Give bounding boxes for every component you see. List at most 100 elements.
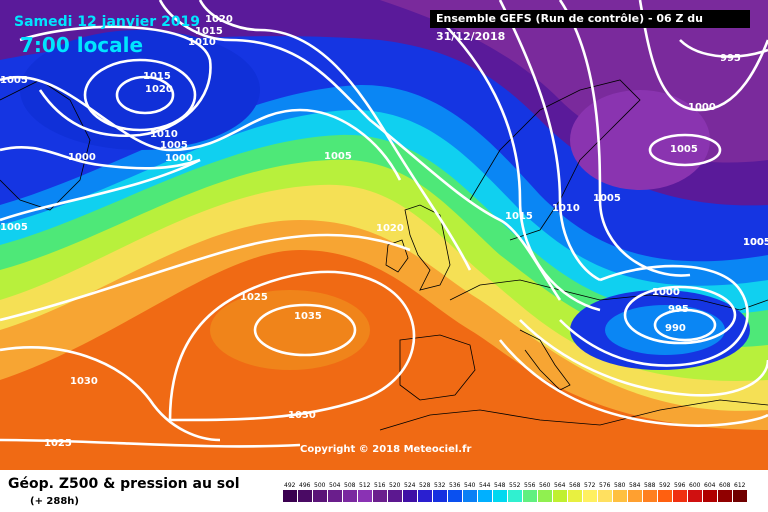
isobar-label: 1020 xyxy=(376,223,404,234)
legend-swatch xyxy=(403,490,417,502)
legend-value: 508 xyxy=(344,482,356,489)
legend-value: 564 xyxy=(554,482,566,489)
legend-value: 544 xyxy=(479,482,491,489)
legend-swatch xyxy=(568,490,582,502)
isobar-995-northeast xyxy=(679,39,768,58)
isobar-label: 1010 xyxy=(150,129,178,140)
legend-value: 532 xyxy=(434,482,446,489)
africa-coast xyxy=(379,399,768,431)
isobar-label: 1025 xyxy=(44,438,72,449)
legend-value: 516 xyxy=(374,482,386,489)
isobar-label: 1005 xyxy=(743,237,768,248)
isobar-high-1035 xyxy=(253,303,357,357)
legend-value: 496 xyxy=(299,482,311,489)
color-legend: 492 496 500 504 508 512 516 520 524 528 532 536 540 5… xyxy=(283,482,747,502)
legend-swatch xyxy=(613,490,627,502)
isobar-1015-northatlantic xyxy=(158,0,562,301)
legend-swatch xyxy=(373,490,387,502)
legend-value: 548 xyxy=(494,482,506,489)
legend-value: 580 xyxy=(614,482,626,489)
isobar-1010-northwest xyxy=(19,25,212,138)
isobar-label: 1010 xyxy=(188,37,216,48)
legend-swatch xyxy=(523,490,537,502)
isobar-label: 1005 xyxy=(324,151,352,162)
legend-swatch xyxy=(598,490,612,502)
legend-value: 500 xyxy=(314,482,326,489)
legend-swatch xyxy=(313,490,327,502)
isobar-1000-trough xyxy=(559,264,749,367)
legend-swatch xyxy=(343,490,357,502)
isobar-1020-atlantic xyxy=(198,0,472,271)
isobar-1010-central-europe xyxy=(498,0,601,282)
legend-swatch xyxy=(538,490,552,502)
isobar-1015-central-europe xyxy=(439,19,601,312)
isobar-1005-northwest xyxy=(0,76,402,181)
legend-value: 556 xyxy=(524,482,536,489)
legend-value: 592 xyxy=(659,482,671,489)
isobar-label: 995 xyxy=(720,53,741,64)
isobar-1000-eastern-europe xyxy=(638,0,768,112)
legend-value: 524 xyxy=(404,482,416,489)
isobar-1005-northeast xyxy=(648,133,722,167)
legend-swatch xyxy=(553,490,567,502)
legend-swatch xyxy=(433,490,447,502)
legend-value: 608 xyxy=(719,482,731,489)
legend-value: 536 xyxy=(449,482,461,489)
isobar-label: 1000 xyxy=(68,152,96,163)
legend-value: 512 xyxy=(359,482,371,489)
isobar-label: 1030 xyxy=(288,410,316,421)
legend-value: 568 xyxy=(569,482,581,489)
ireland-coast xyxy=(385,239,409,273)
isobar-label: 990 xyxy=(665,323,686,334)
isobar-label: 1035 xyxy=(294,311,322,322)
legend-swatch xyxy=(388,490,402,502)
italy-coast xyxy=(519,329,571,391)
isobar-label: 1000 xyxy=(165,153,193,164)
legend-swatch xyxy=(673,490,687,502)
legend-value: 552 xyxy=(509,482,521,489)
legend-swatch xyxy=(418,490,432,502)
isobar-1005-trough xyxy=(519,319,768,397)
legend-swatch xyxy=(583,490,597,502)
weather-map: 1020 1015 1010 1005 1015 1020 1010 1005 … xyxy=(0,0,768,470)
isobar-1010-trough xyxy=(498,339,768,427)
isobar-label: 1005 xyxy=(160,140,188,151)
legend-value: 596 xyxy=(674,482,686,489)
coastlines xyxy=(0,79,768,431)
z500-ridge-core xyxy=(210,290,370,370)
isobar-label: 1025 xyxy=(240,292,268,303)
legend-swatch xyxy=(478,490,492,502)
isobar-label: 995 xyxy=(668,304,689,315)
isobar-label: 1015 xyxy=(505,211,533,222)
isobar-label: 1005 xyxy=(0,75,28,86)
legend-swatch xyxy=(733,490,747,502)
legend-swatch xyxy=(493,490,507,502)
legend-value: 600 xyxy=(689,482,701,489)
isobar-label: 1000 xyxy=(688,102,716,113)
legend-value: 604 xyxy=(704,482,716,489)
iberia-coast xyxy=(399,334,476,401)
model-run-label: Ensemble GEFS (Run de contrôle) - 06 Z d… xyxy=(430,10,750,43)
british-isles-coast xyxy=(404,204,451,291)
copyright-notice: Copyright © 2018 Meteociel.fr xyxy=(300,444,472,455)
legend-swatch xyxy=(718,490,732,502)
isobar-low-1020 xyxy=(115,75,175,115)
isobar-label: 1010 xyxy=(552,203,580,214)
scandinavia-coast xyxy=(469,79,641,241)
isobar-1025-south xyxy=(0,438,301,448)
isobar-990-trough xyxy=(653,308,717,342)
isobar-1030-southwest xyxy=(0,346,221,442)
legend-swatch xyxy=(703,490,717,502)
legend-value: 612 xyxy=(734,482,746,489)
isobar-label: 1005 xyxy=(593,193,621,204)
isobar-label: 1005 xyxy=(0,222,28,233)
isobar-label: 1020 xyxy=(205,14,233,25)
legend-value: 560 xyxy=(539,482,551,489)
isobar-1000-northwest xyxy=(0,145,201,170)
legend-swatch xyxy=(298,490,312,502)
legend-value: 584 xyxy=(629,482,641,489)
legend-swatch xyxy=(643,490,657,502)
forecast-lead-time: (+ 288h) xyxy=(30,496,79,507)
isobar-low-1015 xyxy=(83,58,197,132)
isobar-labels: 1020 1015 1010 1005 1015 1020 1010 1005 … xyxy=(0,14,768,449)
